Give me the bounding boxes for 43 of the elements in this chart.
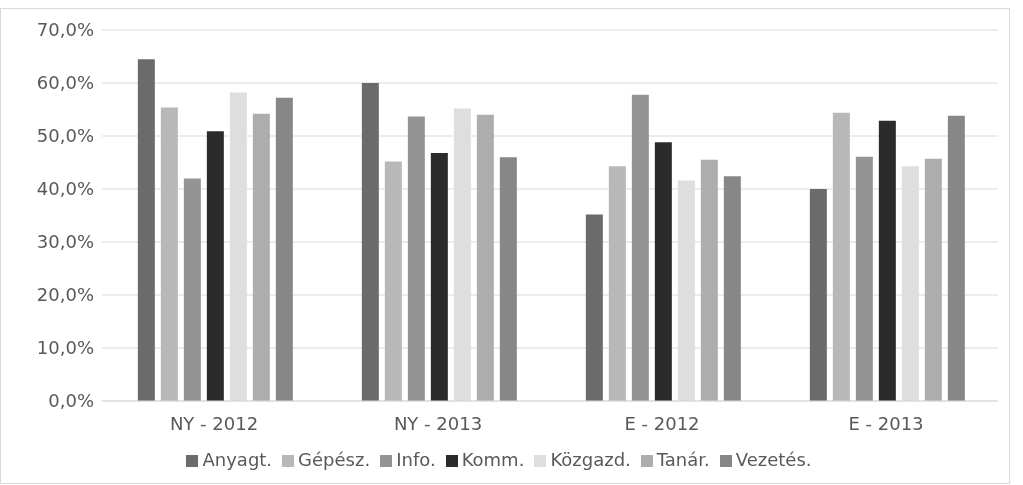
- y-tick-label: 0,0%: [48, 390, 94, 412]
- x-tick-label: NY - 2013: [393, 412, 483, 434]
- legend-label: Komm.: [461, 449, 525, 470]
- bar: [924, 158, 942, 401]
- bar: [206, 131, 224, 401]
- bar: [430, 152, 448, 401]
- legend-label: Vezetés.: [735, 449, 812, 470]
- legend-label: Anyagt.: [202, 449, 273, 470]
- y-tick-label: 50,0%: [36, 125, 94, 147]
- x-tick-label: NY - 2012: [169, 412, 259, 434]
- bar: [407, 116, 425, 401]
- y-tick-label: 30,0%: [36, 231, 94, 253]
- bar: [723, 176, 741, 401]
- bar: [183, 178, 201, 401]
- bar: [585, 214, 603, 401]
- bar: [476, 114, 494, 401]
- bar: [275, 97, 293, 401]
- bar: [252, 113, 270, 401]
- bar: [608, 166, 626, 401]
- y-tick-label: 20,0%: [36, 284, 94, 306]
- legend-label: Tanár.: [656, 449, 710, 470]
- bar: [361, 83, 379, 401]
- x-tick-label: E - 2013: [848, 412, 924, 434]
- legend-label: Gépész.: [298, 449, 371, 470]
- y-tick-label: 10,0%: [36, 337, 94, 359]
- legend-label: Közgazd.: [550, 449, 631, 470]
- x-tick-label: E - 2012: [624, 412, 700, 434]
- bar: [855, 156, 873, 401]
- bar: [878, 120, 896, 401]
- bar: [384, 161, 402, 401]
- bar: [809, 189, 827, 401]
- bar: [160, 107, 178, 401]
- bar: [631, 94, 649, 401]
- bar: [700, 159, 718, 401]
- bar: [832, 112, 850, 401]
- y-tick-label: 40,0%: [36, 178, 94, 200]
- y-tick-label: 70,0%: [36, 19, 94, 41]
- bar: [137, 59, 155, 401]
- legend-label: Info.: [396, 449, 436, 470]
- bar: [947, 115, 965, 401]
- bar: [654, 142, 672, 401]
- y-tick-label: 60,0%: [36, 72, 94, 94]
- bar: [499, 157, 517, 401]
